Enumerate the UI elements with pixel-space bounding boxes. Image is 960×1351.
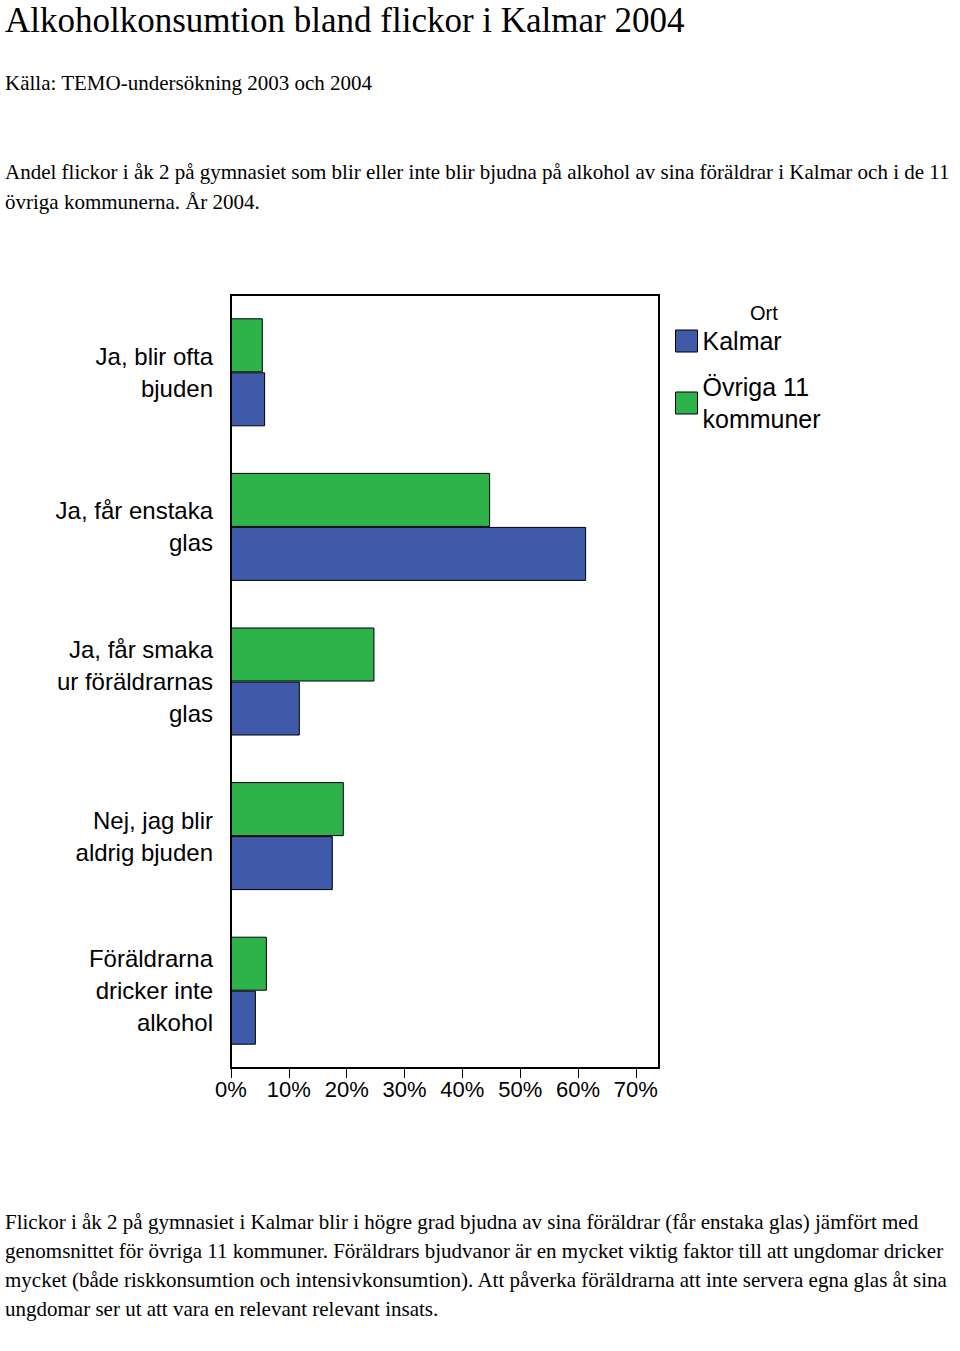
- svg-text:Ja, får smaka: Ja, får smaka: [69, 636, 214, 663]
- svg-text:aldrig bjuden: aldrig bjuden: [76, 839, 213, 866]
- html-text:Källa: TEMO-undersökning 2003: Källa: TEMO-undersökning 2003 och 2004: [5, 71, 373, 95]
- svg-text:70%: 70%: [614, 1077, 658, 1102]
- svg-text:Nej, jag blir: Nej, jag blir: [93, 807, 213, 834]
- svg-text:Ort: Ort: [750, 302, 778, 324]
- svg-text:kommuner: kommuner: [703, 405, 821, 433]
- svg-text:30%: 30%: [382, 1077, 426, 1102]
- svg-text:bjuden: bjuden: [141, 375, 213, 402]
- svg-text:Ja, får enstaka: Ja, får enstaka: [56, 497, 214, 524]
- svg-text:60%: 60%: [556, 1077, 600, 1102]
- svg-text:dricker inte: dricker inte: [96, 977, 213, 1004]
- svg-text:20%: 20%: [325, 1077, 369, 1102]
- svg-text:glas: glas: [169, 529, 213, 556]
- svg-text:Ja, blir ofta: Ja, blir ofta: [96, 343, 214, 370]
- svg-text:Övriga 11: Övriga 11: [703, 373, 810, 401]
- svg-text:0%: 0%: [215, 1077, 247, 1102]
- svg-text:50%: 50%: [498, 1077, 542, 1102]
- svg-text:Föräldrarna: Föräldrarna: [89, 945, 214, 972]
- html-text:Alkoholkonsumtion bland flicko: Alkoholkonsumtion bland flickor i Kalmar…: [5, 1, 685, 40]
- svg-text:ur föräldrarnas: ur föräldrarnas: [57, 668, 213, 695]
- svg-text:glas: glas: [169, 700, 213, 727]
- svg-text:40%: 40%: [440, 1077, 484, 1102]
- svg-text:Kalmar: Kalmar: [703, 327, 782, 355]
- svg-text:alkohol: alkohol: [137, 1009, 213, 1036]
- html-text:Flickor i åk 2 på gymnasiet i: Flickor i åk 2 på gymnasiet i Kalmar bli…: [5, 1210, 947, 1321]
- svg-text:10%: 10%: [267, 1077, 311, 1102]
- html-text:Andel flickor i åk 2 på gymnas: Andel flickor i åk 2 på gymnasiet som bl…: [5, 160, 950, 214]
